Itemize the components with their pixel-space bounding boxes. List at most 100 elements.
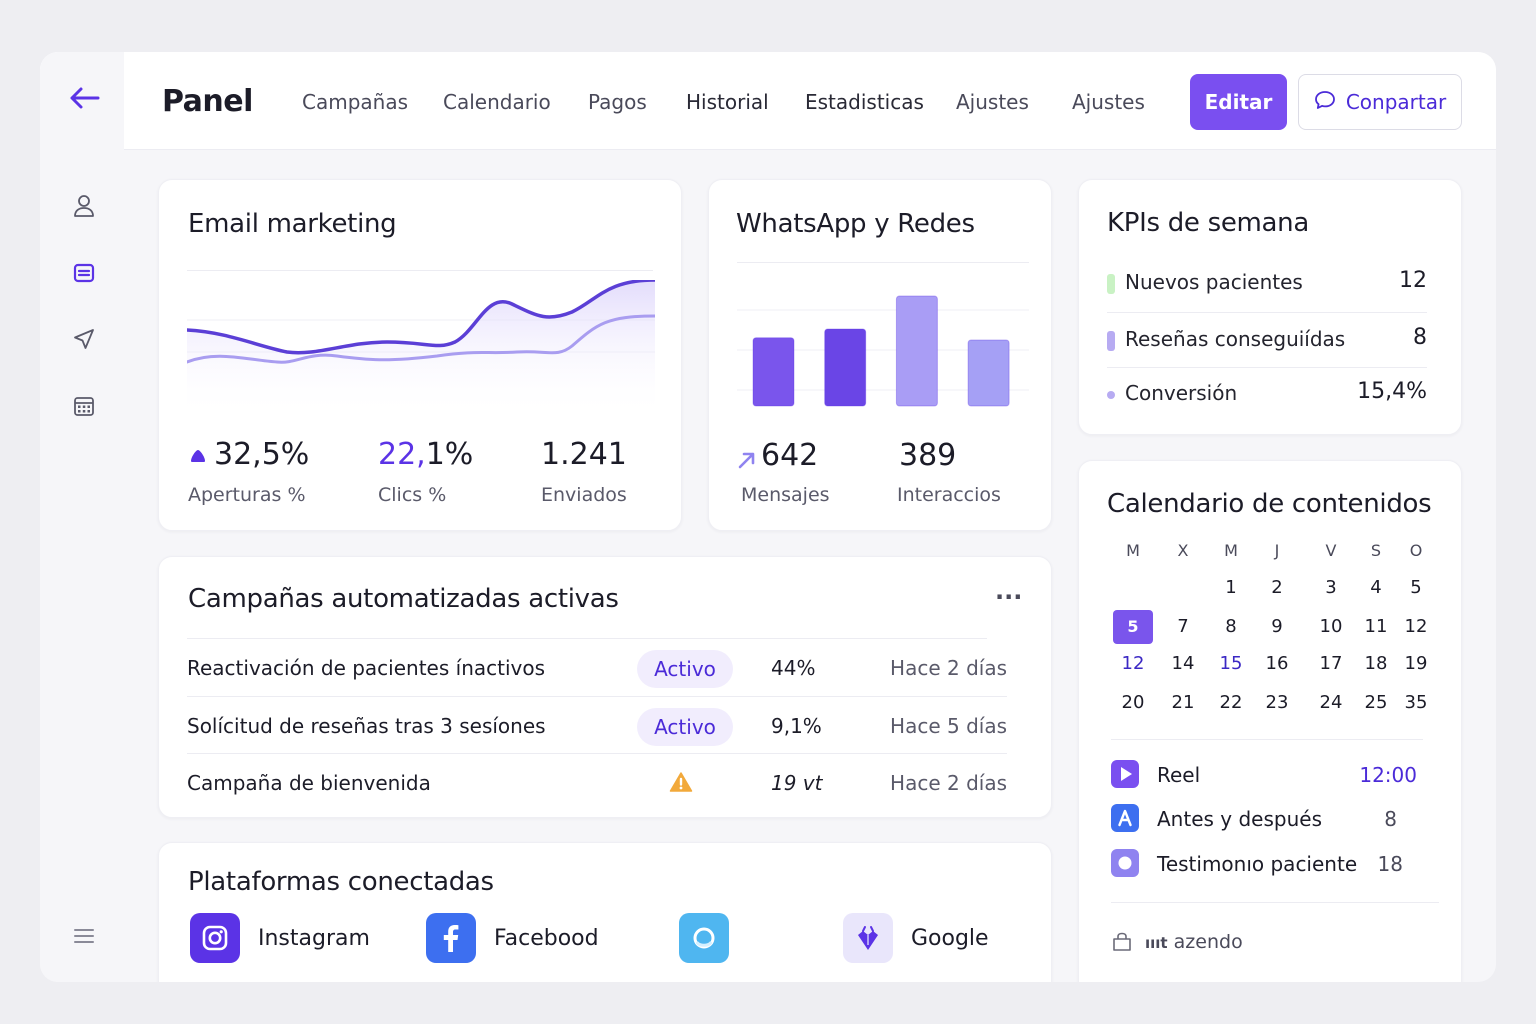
- facebook-icon: [426, 913, 476, 963]
- bar-1: [752, 337, 795, 407]
- calendar-day[interactable]: 4: [1370, 577, 1382, 598]
- calendar-day[interactable]: 8: [1225, 616, 1237, 637]
- list-item[interactable]: Antes y después 8: [1111, 803, 1417, 837]
- calendar-day[interactable]: 7: [1177, 616, 1189, 637]
- user-icon[interactable]: [70, 192, 98, 220]
- bag-icon: [1111, 931, 1133, 953]
- kpi-row: Conversión 15,4%: [1107, 375, 1427, 415]
- platform-circle-app[interactable]: [679, 913, 747, 963]
- nav-calendario[interactable]: Calendario: [443, 90, 551, 114]
- divider: [1111, 739, 1423, 740]
- nav-campanas[interactable]: Campañas: [302, 90, 409, 114]
- weekday-label: V: [1325, 541, 1337, 560]
- calendar-day[interactable]: 22: [1219, 692, 1243, 713]
- more-options-icon[interactable]: ···: [995, 583, 1023, 611]
- kpi-value: 12: [1399, 268, 1427, 293]
- nav-ajustes-2[interactable]: Ajustes: [1072, 90, 1145, 114]
- calendar-day[interactable]: 12: [1121, 653, 1145, 674]
- divider: [187, 753, 1007, 754]
- calendar-day[interactable]: 3: [1325, 577, 1337, 598]
- whatsapp-card-title: WhatsApp y Redes: [736, 209, 975, 239]
- share-button[interactable]: Conpartar: [1298, 74, 1462, 130]
- calendar-day[interactable]: 21: [1171, 692, 1195, 713]
- interacciones-value: 389: [899, 438, 957, 473]
- divider: [187, 696, 1007, 697]
- bar-3: [895, 295, 938, 407]
- kpi-value: 15,4%: [1357, 379, 1427, 404]
- nav-estadisticas[interactable]: Estadisticas: [805, 90, 924, 114]
- calendar-day[interactable]: 17: [1319, 653, 1343, 674]
- calendar-day[interactable]: 11: [1364, 616, 1388, 637]
- platform-instagram[interactable]: Instagram: [190, 913, 370, 963]
- calendar-card-title: Calendario de contenidos: [1107, 489, 1432, 519]
- platforms-card-title: Plataformas conectadas: [188, 867, 494, 897]
- up-triangle-icon: [190, 448, 206, 462]
- whatsapp-card: WhatsApp y Redes 642 Mensajes 389 Intera…: [708, 179, 1052, 531]
- campaign-pct: 9,1%: [771, 714, 822, 738]
- calendar-day[interactable]: 9: [1271, 616, 1283, 637]
- letter-a-icon: [1111, 804, 1139, 832]
- circle-app-icon: [679, 913, 729, 963]
- nav-historial[interactable]: Historial: [686, 90, 769, 114]
- calendar-day[interactable]: 16: [1265, 653, 1289, 674]
- calendar-footer[interactable]: ıııt azendo: [1111, 929, 1243, 955]
- kpi-value: 8: [1413, 325, 1427, 350]
- table-row[interactable]: Campaña de bienvenida 19 vt Hace 2 días: [187, 755, 1023, 811]
- aperturas-label: Aperturas %: [188, 484, 306, 506]
- sidebar-header: [40, 52, 124, 150]
- table-row[interactable]: Reactivación de pacientes ínactivos Acti…: [187, 640, 1023, 696]
- calendar-day[interactable]: 35: [1404, 692, 1428, 713]
- calendar-day[interactable]: 18: [1364, 653, 1388, 674]
- chat-bubble-icon: [1314, 89, 1336, 116]
- calendar-grid-icon[interactable]: [70, 392, 98, 420]
- inbox-icon[interactable]: [70, 259, 98, 287]
- event-value: 8: [1384, 807, 1397, 831]
- calendar-day-selected[interactable]: 5: [1113, 610, 1153, 644]
- kpi-row: Reseñas conseguiídas 8: [1107, 321, 1427, 361]
- app-window: Panel Campañas Calendario Pagos Historia…: [40, 52, 1496, 982]
- calendar-day[interactable]: 23: [1265, 692, 1289, 713]
- back-arrow-icon[interactable]: [64, 78, 104, 118]
- list-item[interactable]: Reel 12:00: [1111, 759, 1417, 793]
- calendar-day[interactable]: 12: [1404, 616, 1428, 637]
- list-item[interactable]: Testimonıo paciente 18: [1111, 848, 1417, 882]
- calendar-day[interactable]: 24: [1319, 692, 1343, 713]
- calendar-day[interactable]: 5: [1410, 577, 1422, 598]
- nav-ajustes[interactable]: Ajustes: [956, 90, 1029, 114]
- calendar-day[interactable]: 19: [1404, 653, 1428, 674]
- platform-google[interactable]: Google: [843, 913, 989, 963]
- bar-2: [824, 328, 867, 407]
- kpis-card-title: KPIs de semana: [1107, 208, 1309, 238]
- calendar-day[interactable]: 10: [1319, 616, 1343, 637]
- send-icon[interactable]: [70, 325, 98, 353]
- weekday-label: O: [1409, 541, 1423, 560]
- divider: [187, 270, 653, 271]
- clics-value: 22,1%: [378, 437, 473, 472]
- interacciones-label: Interaccios: [897, 484, 1001, 506]
- whatsapp-bar-chart: [737, 295, 1029, 407]
- clics-label: Clics %: [378, 484, 447, 506]
- calendar-day[interactable]: 2: [1271, 577, 1283, 598]
- bar-4: [967, 339, 1010, 407]
- edit-button[interactable]: Editar: [1190, 74, 1287, 130]
- menu-icon[interactable]: [70, 922, 98, 950]
- weekday-label: J: [1274, 541, 1280, 560]
- campaign-pct: 19 vt: [771, 771, 823, 795]
- aperturas-value: 32,5%: [214, 437, 310, 472]
- event-label: Reel: [1157, 763, 1201, 787]
- calendar-day[interactable]: 25: [1364, 692, 1388, 713]
- calendar-day[interactable]: 1: [1225, 577, 1237, 598]
- calendar-day[interactable]: 20: [1121, 692, 1145, 713]
- calendar-day[interactable]: 14: [1171, 653, 1195, 674]
- campaign-name: Reactivación de pacientes ínactivos: [187, 656, 546, 680]
- kpis-card: KPIs de semana Nuevos pacientes 12 Reseñ…: [1078, 179, 1462, 435]
- nav-pagos[interactable]: Pagos: [588, 90, 647, 114]
- circle-icon: [1111, 849, 1139, 877]
- divider: [1107, 367, 1427, 368]
- calendar-day[interactable]: 15: [1219, 653, 1243, 674]
- platform-facebook[interactable]: Facebood: [426, 913, 599, 963]
- weekday-label: M: [1126, 541, 1140, 560]
- table-row[interactable]: Solícitud de reseñas tras 3 sesíones Act…: [187, 698, 1023, 754]
- warning-icon: [669, 771, 693, 793]
